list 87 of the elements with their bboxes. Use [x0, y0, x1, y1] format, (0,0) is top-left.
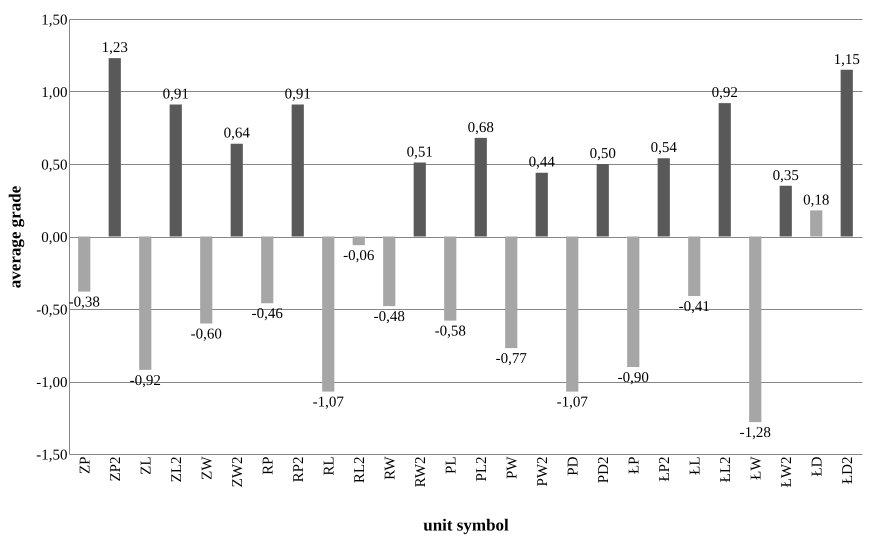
bar	[810, 210, 822, 236]
x-tick-label: PL2	[474, 456, 490, 482]
bar	[322, 236, 334, 392]
x-tick-label: ŁD	[809, 456, 826, 476]
y-tick-label: 0,00	[41, 230, 68, 246]
bar	[627, 236, 640, 367]
data-label: -1,07	[312, 394, 344, 411]
x-tick-label: PW2	[534, 456, 551, 486]
data-label: 0,54	[650, 140, 678, 156]
data-label: -1,28	[740, 425, 771, 442]
data-label: 0,64	[224, 126, 250, 142]
bar	[840, 70, 853, 236]
bar	[658, 158, 670, 236]
data-label: -0,46	[252, 306, 284, 322]
x-tick-label: ŁL2	[718, 456, 734, 482]
x-tick-label: RL2	[352, 456, 368, 484]
bar	[414, 162, 426, 236]
bar	[749, 236, 762, 422]
x-tick-label: RP2	[290, 456, 307, 482]
y-axis-title: average grade	[5, 185, 24, 288]
x-tick-label: ZL	[138, 456, 154, 475]
data-label: -0,48	[374, 309, 405, 326]
x-tick-label: PW	[504, 456, 520, 479]
data-label: 0,18	[803, 192, 830, 208]
bar	[718, 103, 731, 236]
bar	[200, 236, 212, 324]
x-tick-label: ŁW	[748, 456, 764, 480]
bar	[78, 236, 90, 292]
x-tick-label: RW2	[412, 456, 429, 488]
x-tick-label: ZL2	[168, 456, 185, 482]
y-tick-label: 1,50	[41, 12, 68, 28]
data-label: 0,35	[772, 168, 799, 184]
data-label: 1,15	[834, 52, 860, 68]
data-label: -0,77	[496, 351, 528, 368]
data-label: -0,90	[618, 370, 649, 386]
data-label: -0,38	[68, 294, 100, 311]
x-tick-label: ŁP	[626, 456, 642, 474]
x-tick-label: ŁD2	[840, 456, 856, 484]
bar	[108, 58, 121, 236]
x-tick-label: PD2	[596, 456, 612, 484]
x-tick-label: RW	[382, 456, 398, 480]
x-tick-label: ZW2	[230, 456, 246, 488]
x-tick-label: PL	[443, 456, 460, 474]
data-label: -0,41	[678, 298, 710, 315]
data-label: -0,58	[434, 324, 466, 340]
bar	[780, 186, 792, 236]
data-label: 0,91	[284, 86, 311, 103]
bar	[383, 236, 396, 306]
data-label: -0,06	[343, 248, 375, 264]
bar	[474, 138, 487, 236]
bar	[261, 236, 274, 304]
data-label: 0,51	[406, 144, 433, 161]
bar	[596, 164, 609, 236]
bar	[444, 236, 456, 321]
bar	[536, 172, 548, 236]
bar	[230, 144, 243, 236]
x-tick-label: ŁL	[687, 456, 704, 475]
data-label: 1,23	[102, 40, 128, 56]
x-tick-label: ŁP2	[656, 456, 673, 482]
data-label: 0,50	[590, 146, 616, 162]
x-tick-label: PD	[565, 456, 582, 476]
x-tick-label: RP	[260, 456, 276, 475]
y-tick-label: 0,50	[41, 158, 68, 174]
x-tick-label: RL	[321, 456, 338, 476]
data-label: 0,44	[528, 154, 556, 171]
y-tick-label: 1,00	[41, 85, 68, 101]
x-axis-title: unit symbol	[423, 515, 510, 534]
bar	[139, 236, 152, 370]
x-tick-label: ZP2	[108, 456, 124, 482]
y-tick-label: -1,00	[36, 375, 68, 391]
data-label: 0,91	[162, 86, 189, 103]
data-label: 0,68	[468, 120, 494, 136]
x-tick-label: ZW	[199, 456, 216, 480]
y-tick-label: -0,50	[36, 302, 68, 318]
x-tick-label: ŁW2	[778, 456, 795, 488]
bar	[688, 236, 700, 296]
y-tick-label: -1,50	[36, 448, 68, 464]
bar	[170, 104, 182, 236]
x-tick-label: ZP	[77, 456, 94, 474]
bar	[352, 236, 365, 246]
data-label: -0,60	[190, 326, 222, 342]
data-label: -1,07	[556, 394, 588, 411]
bar	[566, 236, 578, 392]
data-label: -0,92	[130, 372, 161, 389]
data-label: 0,92	[712, 85, 738, 102]
bar	[292, 104, 304, 236]
bar	[505, 236, 518, 348]
